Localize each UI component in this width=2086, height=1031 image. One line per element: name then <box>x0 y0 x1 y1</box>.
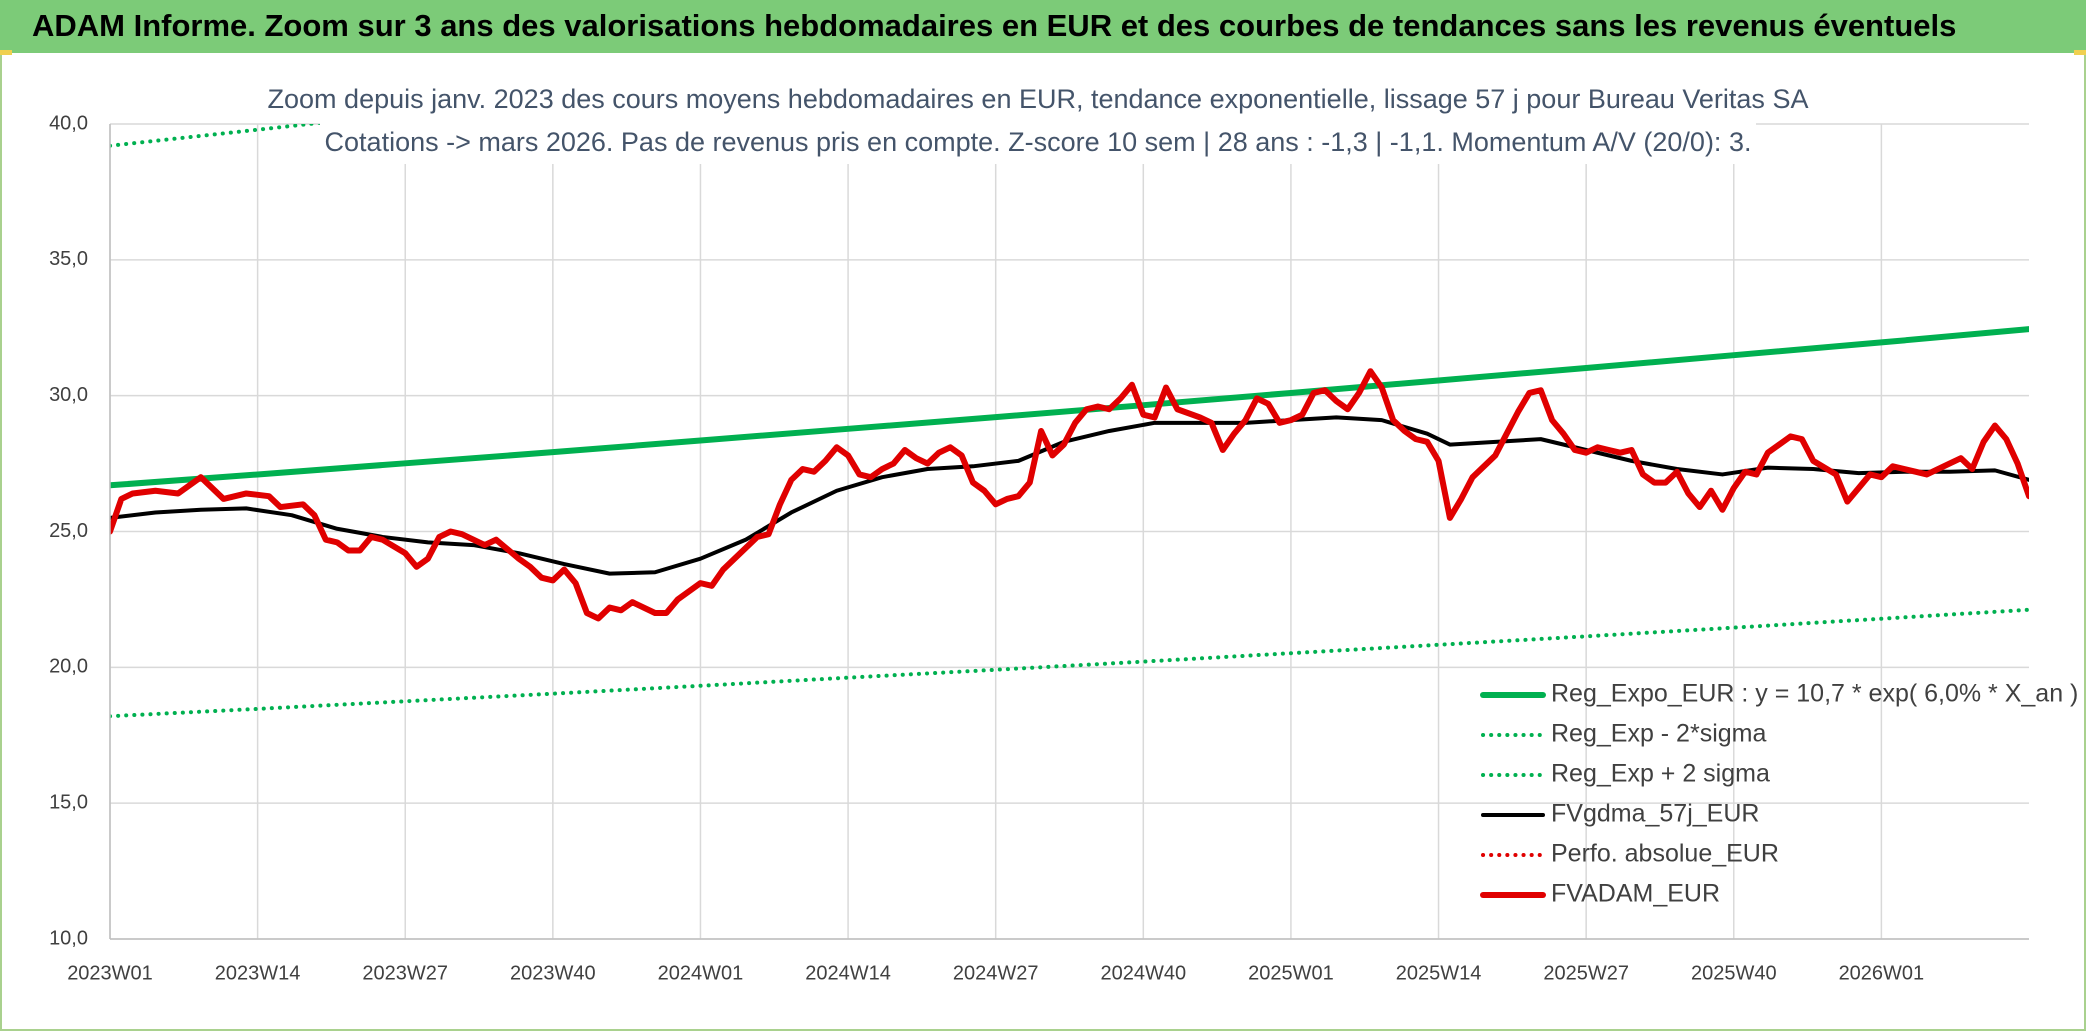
x-tick-label: 2026W01 <box>1839 962 1925 984</box>
y-tick-label: 35,0 <box>49 248 88 270</box>
y-tick-label: 30,0 <box>49 384 88 406</box>
x-tick-label: 2025W27 <box>1543 962 1629 984</box>
legend-label: Reg_Exp + 2 sigma <box>1551 760 1770 788</box>
y-tick-label: 40,0 <box>49 112 88 134</box>
y-tick-label: 25,0 <box>49 520 88 542</box>
series-line <box>110 368 2029 622</box>
y-tick-label: 15,0 <box>49 791 88 813</box>
x-tick-label: 2023W27 <box>362 962 448 984</box>
legend-label: Perfo. absolue_EUR <box>1551 840 1779 868</box>
legend-label: Reg_Exp - 2*sigma <box>1551 720 1766 748</box>
chart-title: Zoom depuis janv. 2023 des cours moyens … <box>268 84 1809 114</box>
legend-label: Reg_Expo_EUR : y = 10,7 * exp( 6,0% * X_… <box>1551 680 2078 708</box>
axes: 10,0 15,0 20,0 25,0 30,0 35,0 40,0 2023W01 2023W… <box>49 112 2029 984</box>
chart-subtitle: Cotations -> mars 2026. Pas de revenus p… <box>325 127 1752 157</box>
header-bar <box>0 0 2086 53</box>
series-line <box>110 326 2029 489</box>
x-tick-label: 2024W14 <box>805 962 891 984</box>
header-title: ADAM Informe. Zoom sur 3 ans des valoris… <box>32 8 1956 43</box>
legend-label: FVADAM_EUR <box>1551 880 1720 908</box>
x-tick-label: 2023W14 <box>215 962 301 984</box>
header-accent <box>0 50 12 55</box>
x-tick-label: 2025W01 <box>1248 962 1334 984</box>
x-tick-label: 2025W14 <box>1396 962 1482 984</box>
series-group <box>110 124 2029 719</box>
x-tick-label: 2024W40 <box>1100 962 1186 984</box>
x-tick-label: 2025W40 <box>1691 962 1777 984</box>
header-accent <box>2074 50 2086 55</box>
x-tick-label: 2024W27 <box>953 962 1039 984</box>
y-tick-label: 10,0 <box>49 927 88 949</box>
x-tick-label: 2024W01 <box>658 962 744 984</box>
legend-label: FVgdma_57j_EUR <box>1551 800 1759 828</box>
x-tick-label: 2023W40 <box>510 962 596 984</box>
title-box <box>320 80 1756 164</box>
y-tick-label: 20,0 <box>49 656 88 678</box>
x-tick-label: 2023W01 <box>67 962 153 984</box>
legend: Reg_Expo_EUR : y = 10,7 * exp( 6,0% * X_… <box>1480 680 2078 908</box>
